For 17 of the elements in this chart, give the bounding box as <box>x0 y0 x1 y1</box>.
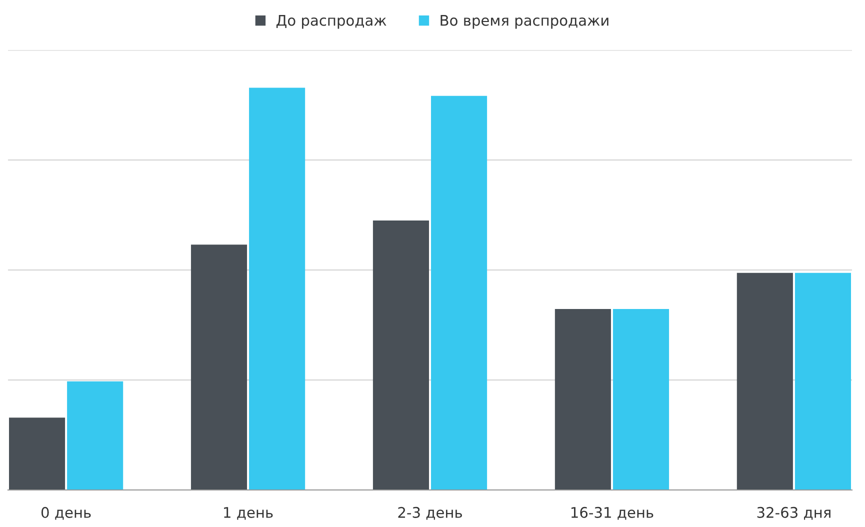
x-tick-label: 1 день <box>224 507 273 520</box>
legend-label: До распродаж <box>276 15 386 29</box>
x-tick-label: 0 день <box>41 506 91 520</box>
bar <box>736 272 793 490</box>
bar <box>67 381 124 490</box>
x-tick-label: 2-3 день <box>398 506 462 520</box>
x-tick-label: 32-63 дня <box>757 506 830 520</box>
bar <box>612 309 670 490</box>
bar <box>554 309 611 490</box>
bar <box>431 96 488 490</box>
bar <box>9 418 66 490</box>
legend-label: Во время распродажи <box>440 15 608 29</box>
bar <box>372 220 429 490</box>
bar <box>249 88 306 490</box>
x-tick-label: 16-31 день <box>571 506 654 520</box>
bar <box>794 272 851 490</box>
bar <box>190 244 248 490</box>
